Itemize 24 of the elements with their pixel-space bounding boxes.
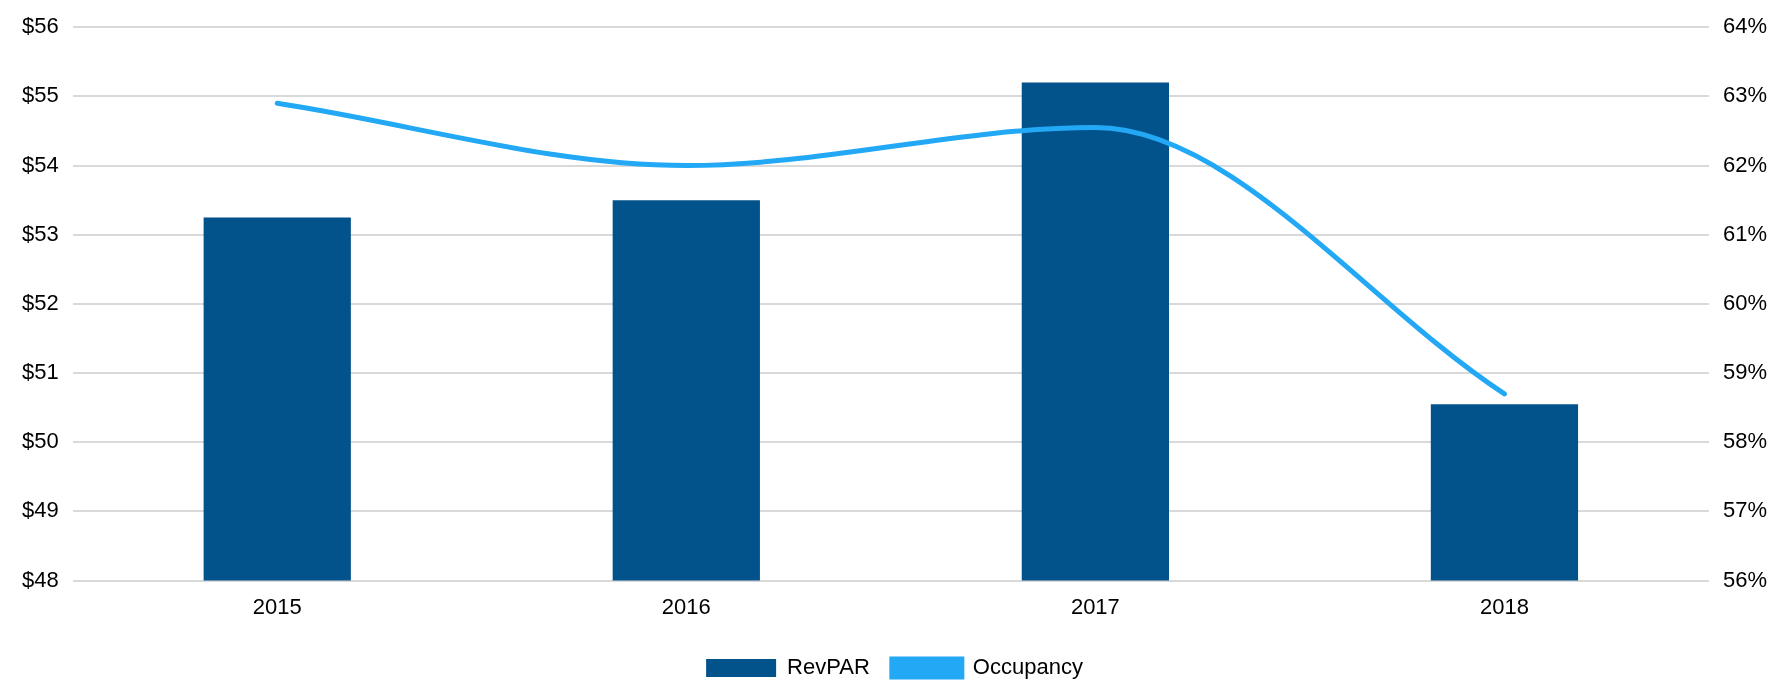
- x-tick-label: 2015: [252, 593, 302, 619]
- y-tick-label: $49: [21, 497, 59, 523]
- y2-tick-label: 59%: [1722, 359, 1768, 385]
- y2-tick-label: 63%: [1722, 82, 1768, 108]
- y-tick-label: $48: [21, 566, 59, 592]
- x-tick-label: 2017: [1070, 593, 1120, 619]
- y-tick-label: $53: [21, 220, 59, 246]
- y2-tick-label: 60%: [1722, 289, 1768, 315]
- y-tick-label: $51: [21, 359, 59, 385]
- y-tick-label: $54: [21, 151, 59, 177]
- y2-tick-label: 57%: [1722, 497, 1768, 523]
- x-tick-label: 2016: [661, 593, 711, 619]
- y-tick-label: $55: [21, 82, 59, 108]
- y-tick-label: $50: [21, 428, 59, 454]
- y-tick-label: $56: [21, 13, 59, 39]
- y2-tick-label: 58%: [1722, 428, 1768, 454]
- legend-label: RevPAR: [787, 654, 870, 680]
- y2-tick-label: 61%: [1722, 220, 1768, 246]
- y2-tick-label: 62%: [1722, 151, 1768, 177]
- y-tick-label: $52: [21, 289, 59, 315]
- legend-label: Occupancy: [972, 654, 1083, 680]
- x-tick-label: 2018: [1479, 593, 1529, 619]
- y2-tick-label: 64%: [1722, 13, 1768, 39]
- y2-tick-label: 56%: [1722, 566, 1768, 592]
